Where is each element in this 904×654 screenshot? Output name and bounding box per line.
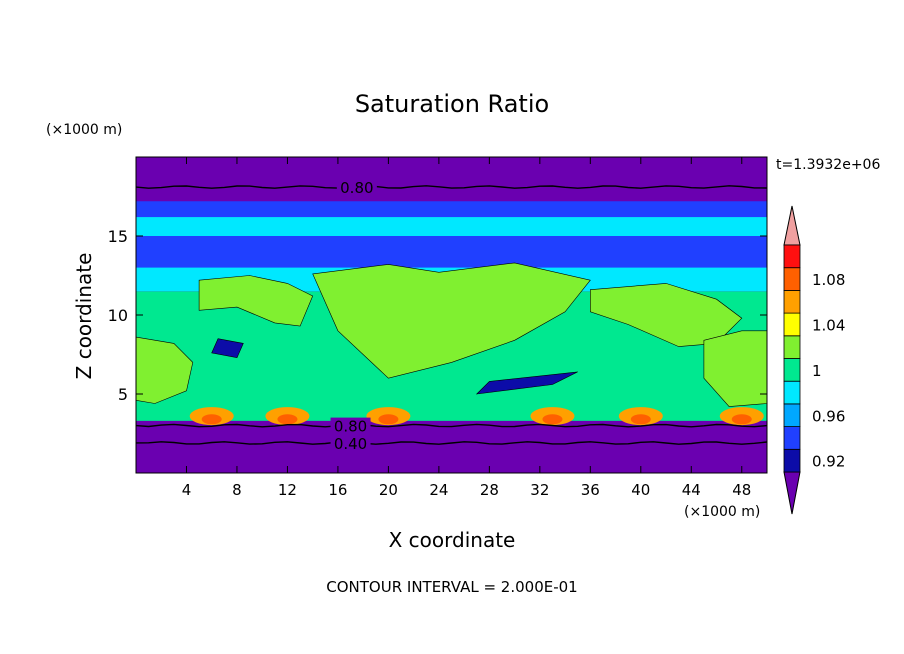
colorbar-top-arrow	[783, 205, 801, 246]
colorbar-label-5: 1.08	[812, 271, 845, 289]
contour-line-2	[136, 423, 767, 428]
moist-cell-core-3	[378, 414, 399, 425]
x-tick-label-4: 16	[328, 481, 347, 499]
field-band-cyan-top	[136, 217, 767, 236]
colorbar-label-3: 1	[812, 362, 822, 380]
field-patch-1	[198, 275, 314, 327]
y-unit-label: (×1000 m)	[46, 122, 122, 138]
field-patch-5	[703, 330, 767, 407]
colorbar-segment-10	[783, 244, 801, 269]
contour-label-1: 0.80	[340, 179, 373, 197]
moist-cell-core-5	[630, 414, 651, 425]
x-tick-label-10: 40	[631, 481, 650, 499]
contour-label-bg-1	[336, 179, 377, 196]
colorbar-label-4: 1.04	[812, 316, 845, 334]
contour-line-1	[136, 185, 767, 189]
x-unit-label: (×1000 m)	[684, 504, 760, 520]
contour-lines: 0.800.800.40	[136, 179, 767, 453]
field-band-blue	[136, 236, 767, 268]
field-band-top-blue	[136, 201, 767, 218]
contour-interval-note: CONTOUR INTERVAL = 2.000E-01	[326, 578, 577, 596]
moist-cell-core-6	[731, 414, 752, 425]
x-tick-label-9: 36	[581, 481, 600, 499]
y-tick-label-1: 5	[118, 385, 128, 404]
field-dry-pocket	[211, 338, 244, 359]
colorbar: 0.92 0.96 1 1.04 1.08	[783, 205, 845, 515]
colorbar-segment-9	[783, 267, 801, 291]
y-tick-label-2: 10	[108, 306, 128, 325]
contour-label-bg-2	[330, 417, 371, 434]
colorbar-segment-4	[783, 380, 801, 405]
colorbar-segment-2	[783, 426, 801, 450]
x-tick-label-3: 12	[278, 481, 297, 499]
colorbar-label-1: 0.92	[812, 453, 845, 471]
contour-line-3	[136, 441, 767, 445]
saturation-field	[136, 157, 767, 473]
x-tick-label-8: 32	[530, 481, 549, 499]
time-label: t=1.3932e+06	[776, 157, 880, 173]
y-axis-label: Z coordinate	[72, 253, 96, 380]
contour-label-3: 0.40	[334, 435, 367, 453]
field-patch-2	[312, 262, 591, 379]
colorbar-segment-7	[783, 312, 801, 337]
y-tick-label-3: 15	[108, 227, 128, 246]
colorbar-segment-3	[783, 403, 801, 427]
x-tick-label-1: 4	[182, 481, 192, 499]
chart-title: Saturation Ratio	[355, 90, 549, 118]
field-patch-4	[136, 336, 194, 404]
y-axis: 5 10 15	[108, 227, 767, 404]
x-tick-label-5: 20	[379, 481, 398, 499]
contour-label-2: 0.80	[334, 418, 367, 436]
field-dry-streak	[475, 371, 578, 395]
moist-cell-core-2	[277, 414, 298, 425]
x-tick-label-7: 28	[480, 481, 499, 499]
colorbar-label-2: 0.96	[812, 407, 845, 425]
colorbar-segment-1	[783, 448, 801, 473]
x-tick-label-6: 24	[429, 481, 448, 499]
colorbar-bottom-arrow	[783, 471, 801, 515]
moist-cell-core-1	[201, 414, 222, 425]
contour-label-bg-3	[330, 434, 371, 451]
x-axis-label: X coordinate	[389, 528, 516, 552]
x-tick-label-2: 8	[232, 481, 242, 499]
colorbar-segment-5	[783, 358, 801, 382]
x-axis: 4 8 12 16 20 24 28 32 36 40 44 48	[182, 157, 751, 499]
x-tick-label-12: 48	[732, 481, 751, 499]
colorbar-segment-6	[783, 335, 801, 359]
x-tick-label-11: 44	[682, 481, 701, 499]
colorbar-segment-8	[783, 289, 801, 314]
moist-cell-core-4	[542, 414, 563, 425]
